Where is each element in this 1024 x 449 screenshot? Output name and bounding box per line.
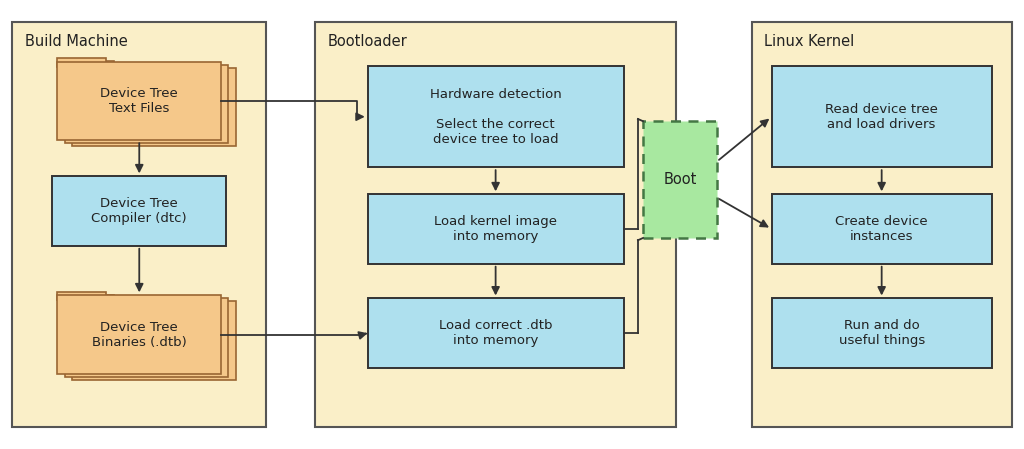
Bar (65, 295, 114, 304)
Bar (72, 64, 121, 73)
Bar (57, 292, 106, 300)
Bar (72, 298, 121, 306)
Bar (57, 62, 221, 140)
Text: Device Tree
Compiler (dtc): Device Tree Compiler (dtc) (91, 197, 187, 225)
Text: Run and do
useful things: Run and do useful things (839, 319, 925, 347)
Text: Device Tree
Binaries (.dtb): Device Tree Binaries (.dtb) (92, 321, 186, 348)
Bar (72, 301, 236, 380)
Text: Load kernel image
into memory: Load kernel image into memory (434, 215, 557, 243)
Bar (772, 194, 991, 264)
Bar (368, 194, 624, 264)
Bar (12, 22, 266, 427)
Text: Build Machine: Build Machine (25, 34, 127, 48)
Bar (368, 299, 624, 368)
Bar (52, 176, 226, 246)
Text: Device Tree
Text Files: Device Tree Text Files (100, 87, 178, 115)
Bar (57, 295, 221, 374)
Bar (772, 66, 991, 167)
Bar (65, 61, 114, 70)
Bar (752, 22, 1012, 427)
Text: Load correct .dtb
into memory: Load correct .dtb into memory (439, 319, 552, 347)
Text: Bootloader: Bootloader (328, 34, 408, 48)
Bar (65, 298, 228, 377)
Bar (643, 121, 717, 238)
Text: Hardware detection

Select the correct
device tree to load: Hardware detection Select the correct de… (430, 88, 561, 146)
Text: Create device
instances: Create device instances (836, 215, 928, 243)
Bar (368, 66, 624, 167)
Bar (772, 299, 991, 368)
Text: Boot: Boot (664, 172, 696, 187)
Bar (315, 22, 676, 427)
Bar (65, 65, 228, 143)
Bar (72, 68, 236, 146)
Text: Read device tree
and load drivers: Read device tree and load drivers (825, 103, 938, 131)
Bar (57, 58, 106, 67)
Text: Linux Kernel: Linux Kernel (764, 34, 854, 48)
